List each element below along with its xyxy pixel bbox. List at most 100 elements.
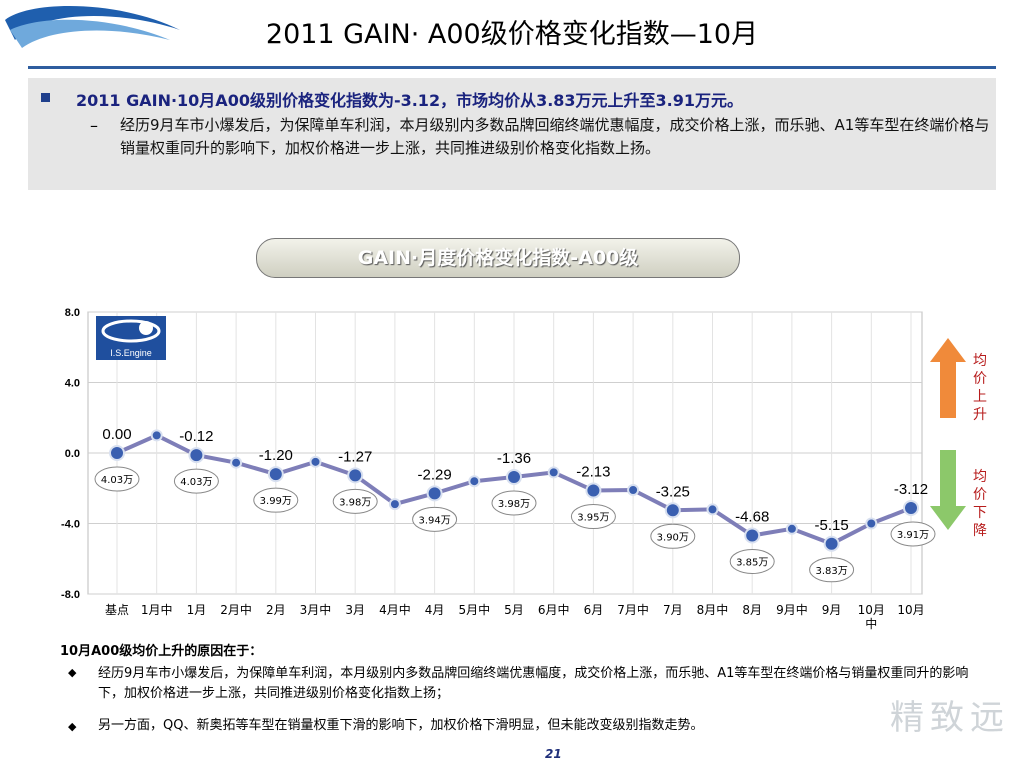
- value-labels: 0.00 -0.12 -1.20 -1.27 -2.29 -1.36 -2.13 -3.25 -…: [102, 426, 928, 534]
- data-point: [426, 485, 443, 502]
- price-callout-label: 3.83万: [815, 566, 847, 577]
- price-callout-bubble: [253, 487, 299, 513]
- data-label: -1.20: [259, 447, 293, 464]
- arrow-down-icon: [930, 450, 966, 530]
- data-label: -2.29: [417, 466, 451, 483]
- price-callout-label: 3.85万: [736, 557, 768, 568]
- x-tick-label: 5月: [504, 603, 524, 617]
- data-point: [627, 484, 640, 497]
- title-divider: [28, 66, 996, 69]
- x-tick-label: 基点: [105, 603, 129, 617]
- x-tick-label: 3月: [345, 603, 365, 617]
- arrow-down-label: 均价下降: [973, 469, 987, 539]
- dash-bullet-icon: –: [90, 116, 98, 135]
- x-tick-label: 5月中: [458, 602, 490, 617]
- x-tick-label: 3月中: [300, 602, 332, 617]
- page-number: 21: [545, 747, 562, 761]
- brand-swoosh-logo: [5, 6, 180, 48]
- summary-headline: 2011 GAIN·10月A00级别价格变化指数为-3.12，市场均价从3.83…: [76, 91, 744, 110]
- data-label: -0.12: [179, 428, 213, 445]
- x-tick-label: 7月: [663, 603, 683, 617]
- data-point: [388, 498, 401, 511]
- x-tick-label: 2月: [266, 603, 286, 617]
- data-label: -1.27: [338, 448, 372, 465]
- logo-text: I.S.Engine: [110, 348, 152, 358]
- price-callout-label: 4.03万: [101, 475, 133, 486]
- x-tick-label: 9月中: [776, 602, 808, 617]
- line-chart: 8.0 4.0 0.0 -4.0 -8.0 基点 1月中 1月 2月中 2月 3月中 3月 4月中 4月…: [61, 307, 966, 631]
- data-label: 0.00: [102, 426, 131, 443]
- x-tick-label: 1月中: [141, 602, 173, 617]
- chart-title-banner: GAIN·月度价格变化指数-A00级: [256, 238, 740, 278]
- data-label: -4.68: [735, 508, 769, 525]
- x-tick-label: 2月中: [220, 602, 252, 617]
- reason-item: 另一方面，QQ、新奥拓等车型在销量权重下滑的影响下，加权价格下滑明显，但未能改变…: [98, 718, 704, 733]
- summary-box: [28, 78, 996, 190]
- data-label: -3.12: [894, 481, 928, 498]
- data-point: [506, 468, 522, 485]
- y-tick-label: 8.0: [65, 307, 80, 319]
- data-point: [188, 447, 205, 464]
- x-axis: 基点 1月中 1月 2月中 2月 3月中 3月 4月中 4月 5月中 5月 6月中 6月 7月中 7月 8月中…: [105, 602, 925, 631]
- price-callout-bubble: [491, 490, 537, 516]
- x-tick-label: 10月: [858, 603, 885, 617]
- data-point: [267, 466, 284, 483]
- price-callout-label: 3.94万: [418, 515, 450, 526]
- data-point: [547, 466, 560, 479]
- price-callout-bubble: [890, 521, 936, 547]
- data-label: -2.13: [576, 464, 610, 481]
- reason-item: 经历9月车市小爆发后，为保障单车利润，本月级别内多数品牌回缩终端优惠幅度，成交价…: [98, 666, 969, 701]
- x-tick-label: 8月: [742, 603, 762, 617]
- data-point: [468, 475, 481, 488]
- data-point: [744, 527, 761, 544]
- x-tick-label: 4月: [425, 603, 445, 617]
- data-point: [150, 429, 163, 442]
- is-engine-logo: I.S.Engine: [96, 316, 166, 360]
- price-callout-bubble: [729, 548, 775, 574]
- data-point: [823, 535, 840, 552]
- data-point: [109, 445, 125, 461]
- y-tick-label: 0.0: [65, 448, 80, 460]
- data-point: [309, 455, 322, 468]
- price-callout-bubble: [332, 488, 378, 514]
- data-point: [903, 499, 919, 516]
- data-point: [785, 522, 798, 535]
- x-tick-label: 6月中: [538, 602, 570, 617]
- square-bullet-icon: [41, 93, 50, 102]
- price-callout-bubble: [173, 468, 219, 494]
- diamond-bullet-icon: ◆: [68, 666, 77, 679]
- x-tick-label: 1月: [187, 603, 207, 617]
- page-title: 2011 GAIN· A00级价格变化指数—10月: [265, 19, 759, 50]
- price-callout-bubble: [94, 466, 140, 492]
- watermark: 精致远: [890, 698, 1010, 738]
- price-callout-label: 4.03万: [180, 477, 212, 488]
- price-callout-label: 3.99万: [260, 496, 292, 507]
- price-callout-label: 3.98万: [498, 499, 530, 510]
- arrow-up-label: 均价上升: [973, 353, 987, 423]
- chart-grid: [87, 311, 923, 595]
- data-label: -3.25: [656, 483, 690, 500]
- x-tick-label: 4月中: [379, 602, 411, 617]
- data-point: [585, 482, 602, 499]
- data-label: -5.15: [814, 517, 848, 534]
- price-callout-bubble: [650, 523, 696, 549]
- price-callout-bubble: [570, 504, 616, 530]
- price-callout-label: 3.95万: [577, 513, 609, 524]
- data-label: -1.36: [497, 450, 531, 467]
- x-tick-label: 8月中: [697, 602, 729, 617]
- y-tick-label: 4.0: [65, 378, 80, 390]
- reasons-heading: 10月A00级均价上升的原因在于：: [60, 644, 263, 659]
- data-point: [706, 503, 719, 516]
- price-callouts: 4.03万 4.03万 3.99万 3.98万 3.94万 3.98万 3.95万 3.90万…: [94, 466, 936, 583]
- price-callout-label: 3.98万: [339, 497, 371, 508]
- data-point: [230, 456, 243, 469]
- price-callout-label: 3.90万: [657, 532, 689, 543]
- x-tick-label: 6月: [584, 603, 604, 617]
- price-callout-bubble: [412, 506, 458, 532]
- y-tick-label: -4.0: [61, 519, 80, 531]
- diamond-bullet-icon: ◆: [68, 720, 77, 733]
- series-markers: [109, 429, 919, 552]
- y-axis: 8.0 4.0 0.0 -4.0 -8.0: [61, 307, 80, 601]
- y-tick-label: -8.0: [61, 589, 80, 601]
- x-tick-label: 9月: [822, 603, 842, 617]
